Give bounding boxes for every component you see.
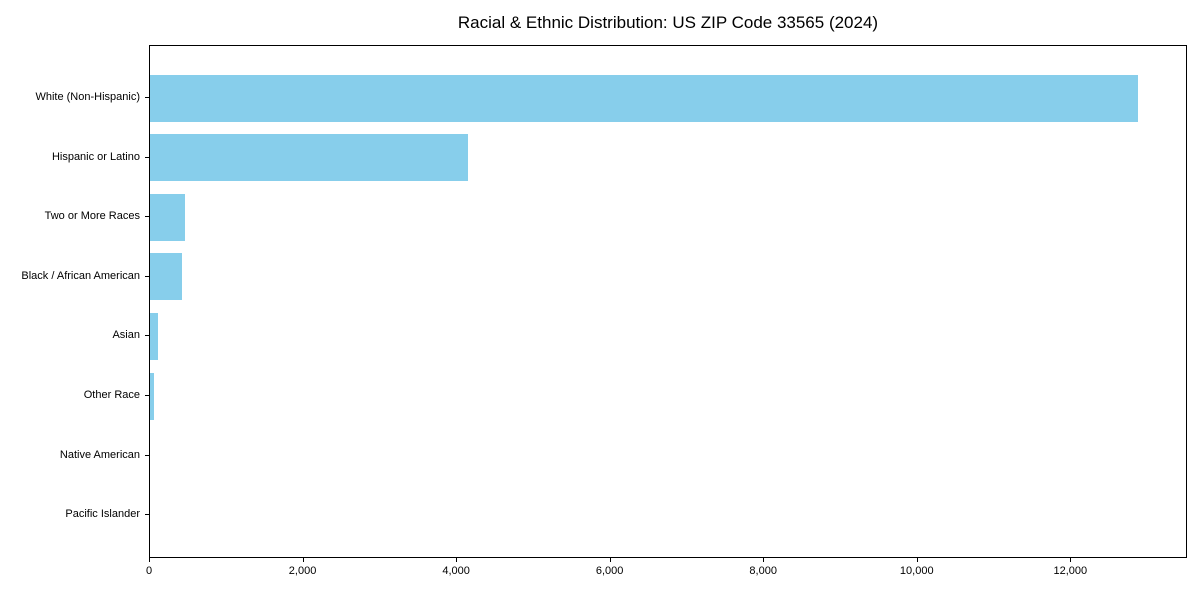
bar-black-african-american bbox=[150, 253, 183, 301]
x-tick-mark bbox=[1070, 558, 1072, 562]
x-tick-label-2000: 2,000 bbox=[288, 565, 317, 577]
y-tick-label-two-or-more-races: Two or More Races bbox=[44, 210, 140, 223]
x-tick-label-12000: 12,000 bbox=[1053, 565, 1088, 577]
x-tick-label-4000: 4,000 bbox=[442, 565, 470, 577]
y-tick-label-other-race: Other Race bbox=[83, 389, 140, 401]
y-tick-mark bbox=[145, 514, 149, 516]
y-tick-mark bbox=[145, 275, 149, 277]
x-tick-mark bbox=[149, 558, 150, 562]
y-tick-mark bbox=[145, 156, 149, 158]
y-tick-label-native-american: Native American bbox=[59, 448, 140, 461]
plot-area bbox=[149, 45, 1187, 558]
bar-asian bbox=[150, 312, 158, 360]
x-tick-mark bbox=[302, 558, 304, 562]
bar-other-race bbox=[150, 372, 154, 420]
chart-title: Racial & Ethnic Distribution: US ZIP Cod… bbox=[457, 13, 879, 32]
bar-white-non-hispanic bbox=[150, 74, 1139, 122]
y-tick-label-asian: Asian bbox=[112, 329, 140, 342]
y-tick-label-black-african-american: Black / African American bbox=[21, 269, 140, 282]
y-tick-mark bbox=[145, 454, 149, 456]
x-tick-mark bbox=[763, 558, 765, 562]
y-tick-label-pacific-islander: Pacific Islander bbox=[65, 508, 140, 521]
y-tick-mark bbox=[145, 97, 149, 98]
x-tick-mark bbox=[916, 558, 918, 562]
y-tick-mark bbox=[145, 216, 149, 218]
x-tick-label-0: 0 bbox=[145, 565, 153, 577]
y-tick-mark bbox=[145, 335, 149, 337]
y-tick-label-hispanic-or-latino: Hispanic or Latino bbox=[51, 150, 140, 163]
y-tick-label-white-non-hispanic: White (Non-Hispanic) bbox=[35, 91, 140, 103]
bar-two-or-more-races bbox=[150, 193, 185, 241]
x-tick-label-8000: 8,000 bbox=[749, 565, 777, 577]
x-tick-label-10000: 10,000 bbox=[899, 565, 934, 577]
bar-hispanic-or-latino bbox=[150, 134, 468, 182]
x-tick-mark bbox=[609, 558, 611, 562]
x-tick-mark bbox=[456, 558, 458, 562]
y-tick-mark bbox=[145, 395, 149, 396]
x-tick-label-6000: 6,000 bbox=[595, 565, 624, 577]
